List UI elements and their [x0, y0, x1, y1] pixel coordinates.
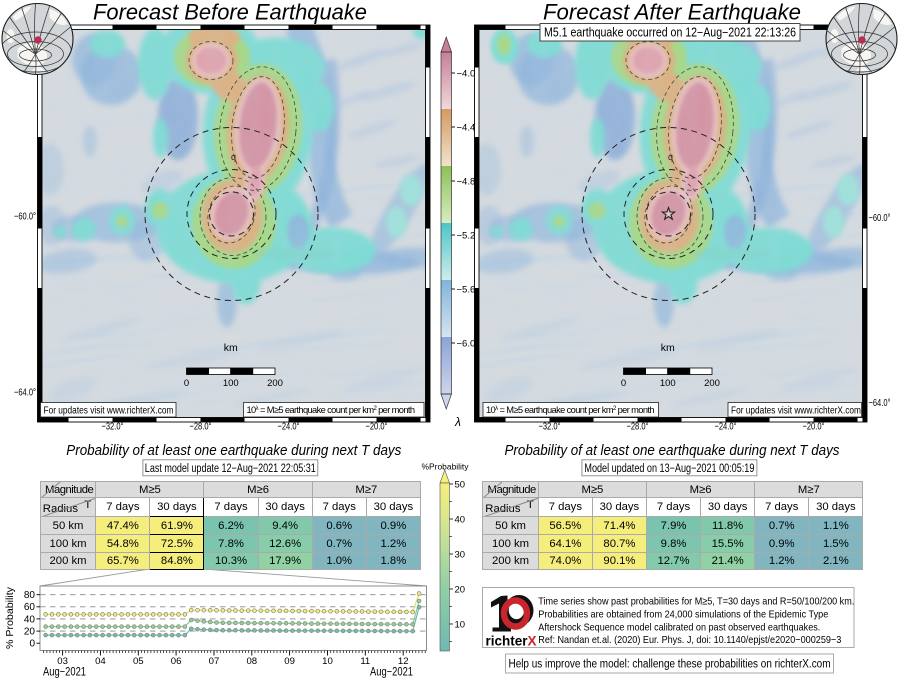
svg-text:40: 40	[455, 514, 466, 525]
svg-text:Help us improve the model: cha: Help us improve the model: challenge the…	[509, 659, 831, 671]
svg-text:%Probability: %Probability	[422, 462, 470, 472]
svg-text:Model updated on 13−Aug−2021 0: Model updated on 13−Aug−2021 00:05:19	[584, 463, 754, 475]
svg-text:Time series show past probabil: Time series show past probabilities for …	[538, 596, 854, 608]
svg-text:−28.0°: −28.0°	[190, 422, 212, 433]
svg-text:Aftershock Sequence model cali: Aftershock Sequence model calibrated on …	[538, 621, 820, 633]
svg-text:−60.0°: −60.0°	[869, 213, 891, 224]
svg-text:−32.0°: −32.0°	[539, 422, 561, 433]
svg-text:−5.6: −5.6	[457, 284, 476, 295]
svg-text:−64.0°: −64.0°	[869, 398, 891, 409]
svg-text:07: 07	[209, 656, 220, 667]
svg-text:06: 06	[171, 656, 182, 667]
svg-text:For updates visit www.richterX: For updates visit www.richterX.com	[731, 405, 861, 416]
svg-text:−6.0: −6.0	[457, 338, 476, 349]
svg-text:10λ = M≥5 earthquake count per: 10λ = M≥5 earthquake count per km2 per m…	[486, 405, 654, 415]
svg-text:10λ = M≥5 earthquake count per: 10λ = M≥5 earthquake count per km2 per m…	[247, 405, 415, 415]
svg-text:−24.0°: −24.0°	[278, 422, 300, 433]
svg-text:05: 05	[133, 656, 144, 667]
svg-text:Aug−2021: Aug−2021	[370, 667, 413, 678]
svg-text:09: 09	[284, 656, 295, 667]
svg-text:For updates visit www.richterX: For updates visit www.richterX.com	[44, 405, 174, 416]
svg-text:Forecast Before Earthquake: Forecast Before Earthquake	[93, 0, 367, 25]
svg-text:50: 50	[455, 479, 466, 490]
svg-text:20: 20	[455, 584, 466, 595]
svg-text:−5.2: −5.2	[457, 230, 476, 241]
svg-text:−4.0: −4.0	[457, 68, 476, 79]
svg-text:−24.0°: −24.0°	[715, 422, 737, 433]
svg-text:Probability of at least one ea: Probability of at least one earthquake d…	[505, 443, 840, 459]
svg-text:40: 40	[24, 614, 36, 625]
svg-text:03: 03	[57, 656, 68, 667]
svg-text:20: 20	[24, 627, 36, 638]
svg-text:Probabilities are obtained fro: Probabilities are obtained from 24,000 s…	[538, 609, 828, 621]
svg-text:−20.0°: −20.0°	[803, 422, 825, 433]
svg-text:0: 0	[29, 639, 35, 650]
svg-text:−60.0°: −60.0°	[14, 212, 36, 223]
svg-text:−64.0°: −64.0°	[14, 388, 36, 399]
svg-text:−4.4: −4.4	[457, 122, 476, 133]
svg-text:Forecast After Earthquake: Forecast After Earthquake	[543, 0, 801, 25]
svg-text:Probability of at least one ea: Probability of at least one earthquake d…	[66, 443, 401, 459]
svg-text:λ: λ	[454, 415, 461, 429]
svg-text:% Probability: % Probability	[4, 586, 16, 649]
svg-text:10: 10	[455, 619, 466, 630]
svg-text:Aug−2021: Aug−2021	[43, 667, 86, 678]
svg-text:−28.0°: −28.0°	[627, 422, 649, 433]
svg-text:80: 80	[24, 590, 36, 601]
svg-text:04: 04	[95, 656, 106, 667]
svg-text:−20.0°: −20.0°	[366, 422, 388, 433]
svg-text:12: 12	[398, 656, 409, 667]
svg-text:−32.0°: −32.0°	[102, 422, 124, 433]
svg-text:richterX: richterX	[486, 634, 537, 649]
svg-text:M5.1 earthquake occurred on 12: M5.1 earthquake occurred on 12−Aug−2021 …	[544, 26, 796, 40]
svg-text:10: 10	[322, 656, 333, 667]
svg-text:30: 30	[455, 549, 466, 560]
svg-text:Last model update 12−Aug−2021: Last model update 12−Aug−2021 22:05:31	[145, 463, 316, 475]
svg-text:−4.8: −4.8	[457, 176, 476, 187]
svg-text:08: 08	[246, 656, 257, 667]
svg-text:60: 60	[24, 602, 36, 613]
svg-text:11: 11	[360, 656, 370, 667]
svg-text:Ref: Nandan et.al. (2020) Eur.: Ref: Nandan et.al. (2020) Eur. Phys. J, …	[538, 634, 841, 646]
